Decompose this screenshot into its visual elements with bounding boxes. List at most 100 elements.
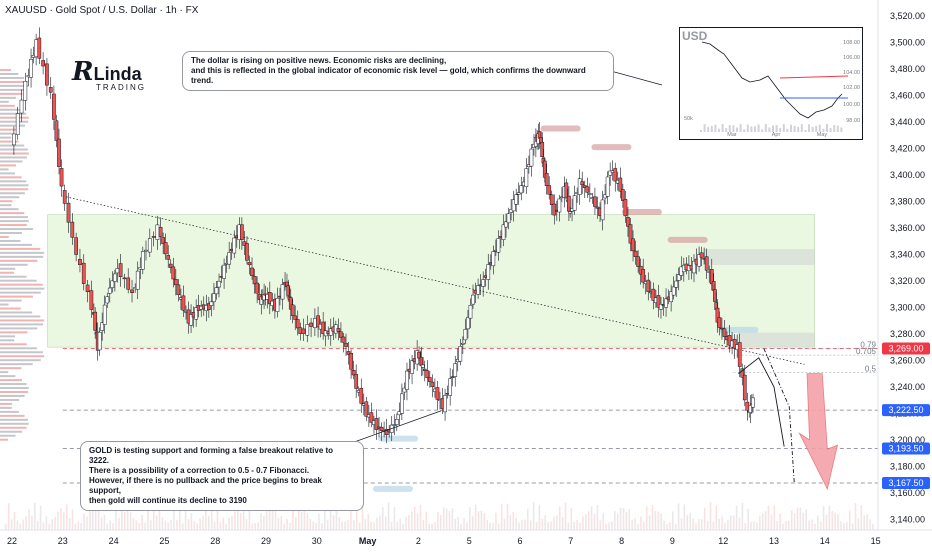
- volume-bar: [135, 520, 138, 530]
- inset-x-tick: May: [817, 132, 828, 138]
- candle-body: [158, 227, 163, 237]
- volume-bar: [228, 518, 230, 530]
- candle-body: [122, 277, 127, 280]
- inset-volume-bar: [736, 127, 738, 132]
- volume-bar: [54, 517, 56, 530]
- volume-bar: [213, 521, 216, 530]
- inset-volume-bar: [721, 124, 724, 132]
- volume-bar: [538, 505, 541, 530]
- volume-bar: [556, 515, 558, 530]
- inset-x-tick: Apr: [772, 132, 781, 138]
- inset-volume-bar: [739, 124, 742, 132]
- volume-bar: [28, 509, 30, 530]
- price-level-tag-label: 3,269.00: [888, 343, 923, 353]
- volume-bar: [303, 509, 306, 530]
- volume-bar: [614, 511, 616, 530]
- volume-bar: [663, 520, 665, 530]
- volume-profile-bar: [0, 438, 8, 441]
- candle-body: [737, 342, 742, 367]
- volume-bar: [593, 513, 596, 530]
- volume-bar: [222, 517, 225, 530]
- y-tick-label: 3,240.00: [890, 382, 925, 392]
- volume-bar: [509, 515, 512, 530]
- candle-body: [402, 387, 407, 393]
- volume-bar: [608, 522, 610, 530]
- volume-bar: [846, 522, 848, 530]
- candle-body: [605, 176, 610, 197]
- volume-bar: [199, 518, 201, 530]
- candle-body: [316, 315, 320, 328]
- volume-bar: [851, 523, 854, 530]
- volume-bar: [419, 504, 422, 530]
- volume-profile-bar: [0, 287, 45, 290]
- volume-bar: [735, 505, 738, 530]
- volume-bar: [570, 508, 573, 530]
- y-tick-label: 3,340.00: [890, 249, 925, 259]
- volume-bar: [466, 522, 468, 530]
- volume-bar: [63, 512, 65, 530]
- volume-bar: [808, 520, 810, 530]
- volume-bar: [387, 502, 390, 530]
- candle-body: [740, 368, 745, 378]
- candle-body: [344, 342, 348, 347]
- price-level-tag: [882, 442, 930, 455]
- inset-usd-line: [701, 41, 843, 119]
- volume-bar: [779, 513, 781, 530]
- note-line: and this is reflected in the global indi…: [191, 66, 586, 85]
- candle-body: [181, 295, 186, 311]
- volume-bar: [19, 523, 22, 530]
- volume-bar: [77, 521, 80, 530]
- volume-bar: [869, 519, 871, 530]
- volume-bar: [544, 515, 546, 530]
- usd-inset-chart: 108.00 106.00 104.00 102.00 100.00 98.00 Mar Ap…: [679, 27, 863, 140]
- volume-bar: [413, 506, 416, 530]
- volume-bar: [271, 510, 274, 530]
- volume-profile-bar: [0, 132, 13, 135]
- candle-body: [466, 317, 470, 330]
- range-box: [47, 214, 815, 348]
- volume-bar: [541, 518, 544, 530]
- candle-body: [217, 280, 221, 288]
- marker-pill: [621, 209, 662, 215]
- volume-bar: [350, 509, 352, 530]
- volume-profile-bar: [0, 311, 33, 314]
- volume-bar: [121, 504, 123, 530]
- volume-profile-bar: [0, 267, 16, 270]
- candle-body: [557, 198, 562, 213]
- volume-bar: [329, 503, 332, 530]
- x-tick-label: 5: [467, 536, 472, 546]
- candle-body: [481, 279, 486, 287]
- candle-body: [52, 93, 56, 120]
- candle-body: [461, 342, 465, 345]
- volume-profile-bar: [0, 192, 25, 195]
- volume-bar: [564, 502, 567, 530]
- inset-resistance: [779, 75, 849, 79]
- volume-bar: [239, 512, 242, 530]
- volume-profile-bar: [0, 243, 32, 246]
- x-tick-label: 29: [261, 536, 271, 546]
- candle-body: [547, 185, 552, 195]
- volume-profile-bar: [0, 307, 21, 310]
- candle-body: [514, 194, 519, 205]
- candle-body: [453, 363, 458, 377]
- y-tick-label: 3,520.00: [890, 11, 925, 21]
- inset-volume-bar: [793, 125, 796, 132]
- volume-bar: [237, 507, 239, 530]
- volume-profile-bar: [0, 152, 29, 155]
- candle-body: [110, 280, 115, 288]
- volume-bar: [848, 510, 851, 530]
- volume-bar: [695, 523, 697, 530]
- gold-note: GOLD is testing support and forming a fa…: [80, 441, 364, 511]
- candle-body: [572, 195, 577, 211]
- inset-volume-bar: [782, 124, 785, 132]
- logo-name: Linda: [93, 64, 142, 84]
- volume-bar: [643, 521, 645, 530]
- candle-body: [298, 327, 303, 334]
- volume-profile-bar: [0, 188, 29, 191]
- volume-bar: [184, 503, 187, 530]
- volume-profile-bar: [0, 104, 15, 107]
- candle-body: [626, 217, 630, 227]
- volume-profile-bar: [0, 88, 27, 91]
- volume-bar: [321, 523, 323, 530]
- inset-volume-bar: [714, 124, 717, 132]
